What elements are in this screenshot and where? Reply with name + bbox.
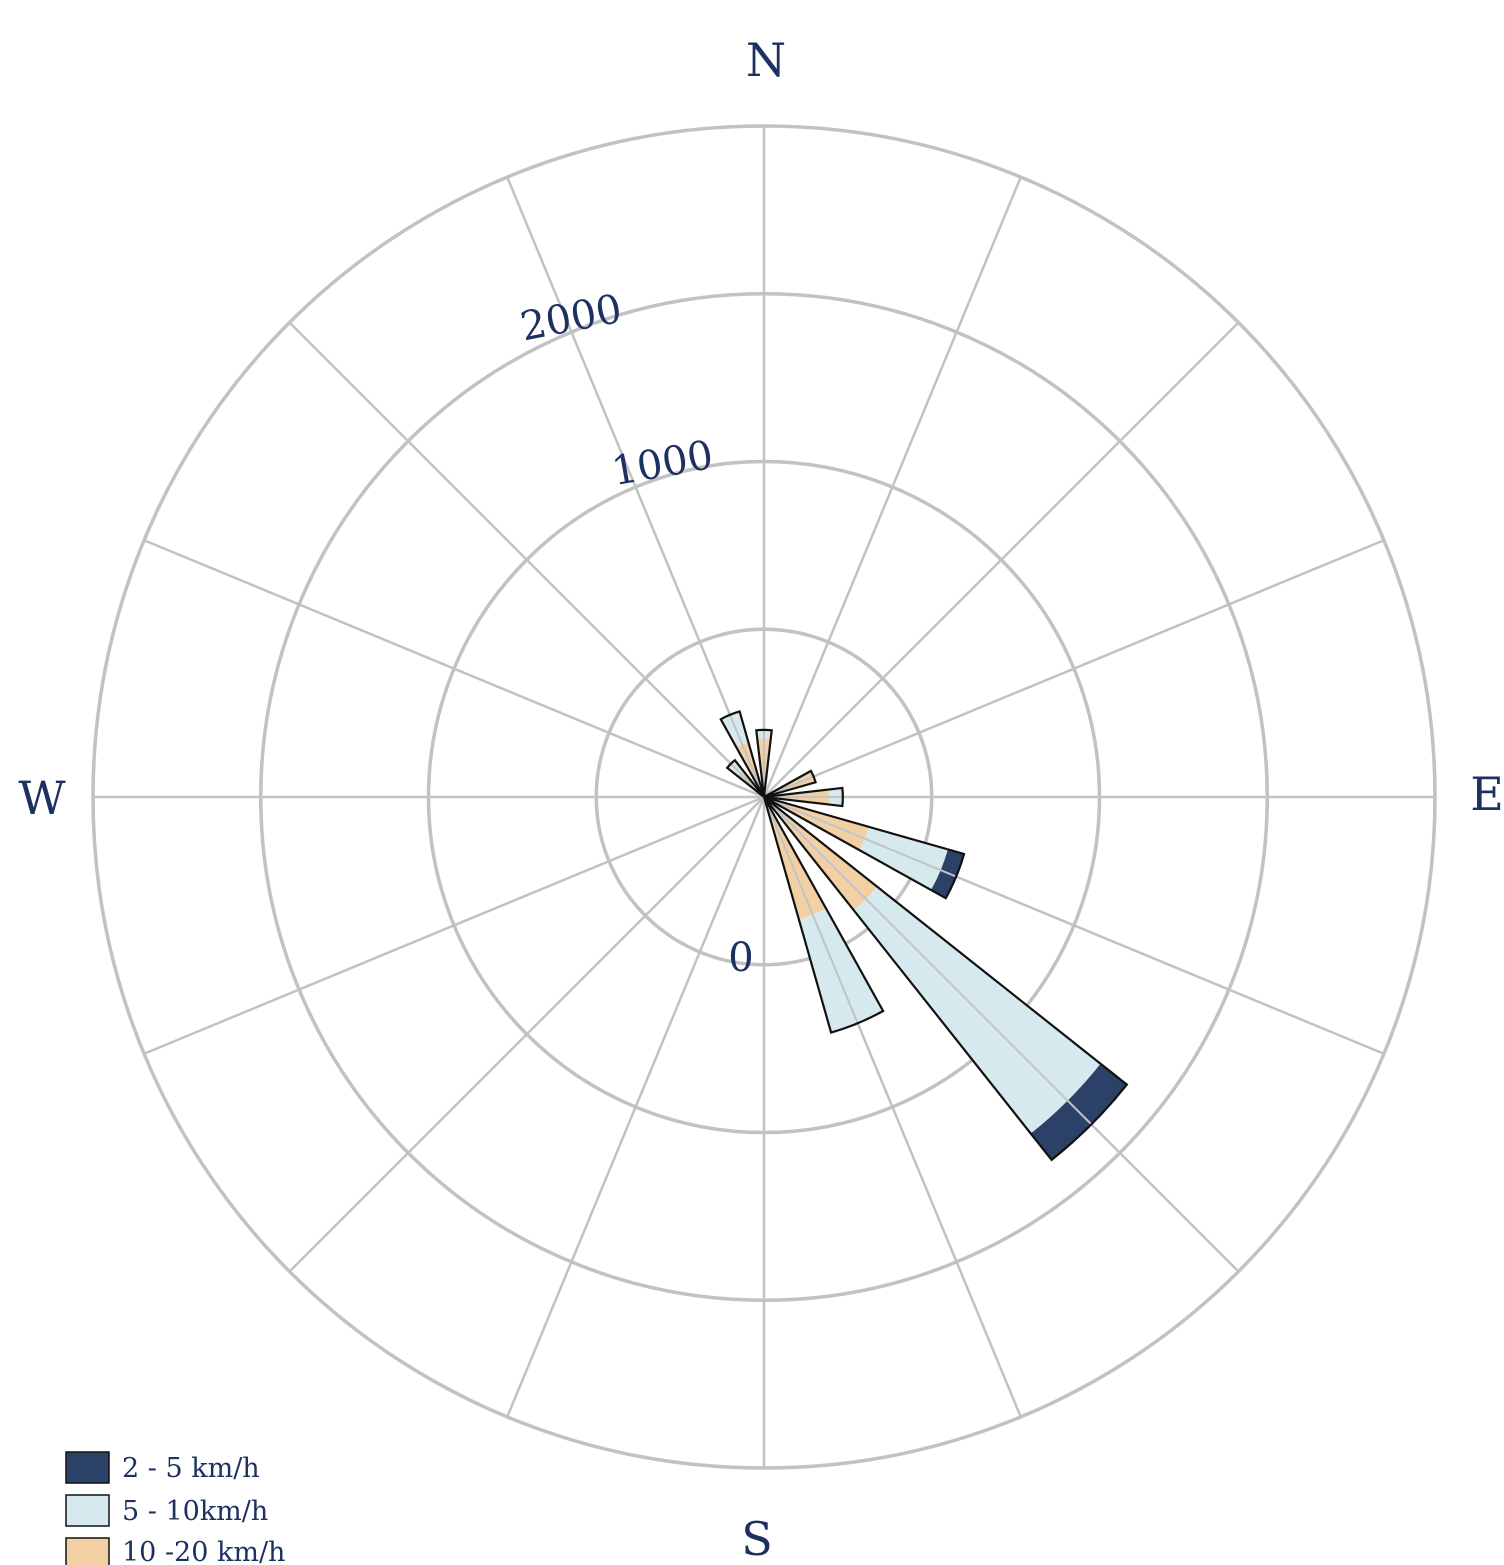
bar-outline-n [755, 728, 773, 798]
bar-outline-nw [725, 758, 765, 798]
legend-item-10-20: 10 -20 km/h [65, 1537, 285, 1565]
grid-spoke-ene [763, 539, 1385, 799]
compass-label-w: W [18, 771, 66, 825]
bar-outline-ene [763, 769, 817, 799]
tick-label-2000: 2000 [517, 286, 626, 351]
bar-outline-ese [763, 795, 966, 900]
bar-spoke-se [763, 796, 1093, 1126]
bar-segment-sse-0 [764, 797, 827, 920]
bar-nw [725, 758, 765, 798]
legend-label-2-5: 2 - 5 km/h [122, 1453, 260, 1484]
tick-label-0: 0 [728, 935, 753, 981]
legend-item-2-5: 2 - 5 km/h [65, 1451, 260, 1484]
bar-spoke-sse [763, 796, 859, 1024]
legend-swatch-5-10 [65, 1494, 110, 1527]
bar-spoke-nnw [729, 714, 765, 798]
grid-spoke-sw [288, 796, 765, 1273]
bar-segment-ese-1 [859, 826, 948, 891]
bar-sse [762, 796, 885, 1034]
bar-outline-e [763, 786, 844, 808]
legend-swatch-2-5 [65, 1451, 110, 1484]
grid-spoke-nne [762, 176, 1022, 798]
bar-ese [763, 795, 966, 900]
bar-n [755, 728, 773, 798]
grid-spoke-wnw [143, 539, 765, 799]
legend: 2 - 5 km/h 5 - 10km/h 10 -20 km/h [65, 1451, 285, 1565]
compass-label-e: E [1470, 767, 1504, 821]
compass-label-s: S [741, 1512, 773, 1565]
legend-item-5-10: 5 - 10km/h [65, 1494, 268, 1527]
grid-spoke-wsw [143, 795, 765, 1055]
legend-swatch-10-20 [65, 1537, 110, 1565]
bar-outline-nnw [719, 710, 766, 798]
bar-outline-se [763, 796, 1129, 1162]
compass-label-n: N [746, 33, 786, 87]
compass-labels: N E S W [18, 33, 1503, 1565]
bar-segment-sse-1 [798, 908, 884, 1033]
bar-ene [763, 769, 817, 799]
legend-label-10-20: 10 -20 km/h [122, 1537, 285, 1565]
bar-segment-ese-0 [764, 797, 869, 851]
bar-nnw [719, 710, 766, 798]
bar-spoke-ese [763, 796, 957, 878]
bar-outline-sse [762, 796, 885, 1034]
radial-tick-labels: 0 1000 2000 [517, 286, 754, 981]
grid-spoke-nnw [506, 176, 766, 798]
grid-spoke-nw [288, 321, 765, 798]
tick-label-1000: 1000 [608, 432, 716, 495]
bar-se [763, 796, 1129, 1162]
grid-spoke-ssw [506, 796, 766, 1418]
bar-e [763, 786, 844, 808]
grid-spoke-ne [763, 321, 1240, 798]
legend-label-5-10: 5 - 10km/h [122, 1496, 268, 1527]
wind-bars [719, 710, 1129, 1162]
